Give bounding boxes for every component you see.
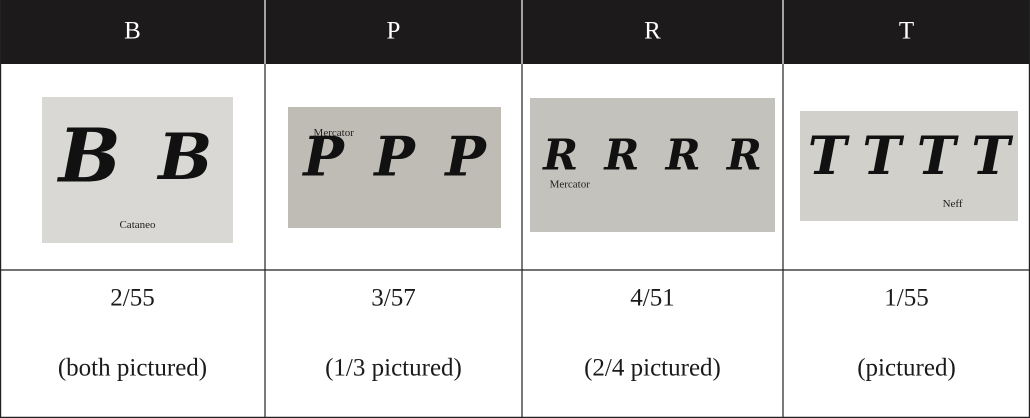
header-row: [0, 0, 1030, 64]
letter-glyph: B: [156, 120, 212, 195]
letter-photo: B B Cataneo: [42, 97, 233, 243]
letter-glyph: P: [443, 125, 487, 189]
letter-glyph: T: [808, 126, 850, 187]
count-cell: 3/57: [371, 285, 415, 312]
photo-background: [288, 107, 501, 228]
header-cell: R: [644, 18, 661, 45]
letter-glyph: P: [301, 125, 345, 189]
header-cell: B: [124, 18, 141, 45]
letter-glyph: T: [862, 126, 904, 187]
header-cell: T: [899, 18, 914, 45]
count-cell: 4/51: [630, 285, 674, 312]
photo-background: [800, 111, 1018, 221]
letter-glyph: T: [917, 126, 959, 187]
letter-glyph: R: [726, 130, 762, 179]
letter-glyph: T: [971, 126, 1013, 187]
photo-caption: Mercator: [314, 127, 355, 139]
count-cell: 2/55: [110, 285, 154, 312]
photo-caption: Neff: [943, 198, 963, 210]
letter-glyph: B: [57, 114, 121, 200]
photo-caption: Cataneo: [119, 219, 156, 231]
photo-background: [42, 97, 233, 243]
letter-glyph: R: [542, 130, 578, 179]
count-cell: 1/55: [884, 285, 928, 312]
photo-caption: Mercator: [550, 179, 591, 191]
note-cell: (pictured): [857, 355, 956, 382]
letter-glyph: R: [603, 130, 639, 179]
letter-glyph: P: [372, 125, 416, 189]
note-cell: (both pictured): [58, 355, 207, 382]
letter-glyph: R: [665, 130, 701, 179]
photo-background: [530, 98, 775, 232]
note-cell: (2/4 pictured): [584, 355, 721, 382]
note-cell: (1/3 pictured): [325, 355, 462, 382]
header-cell: P: [387, 18, 401, 45]
